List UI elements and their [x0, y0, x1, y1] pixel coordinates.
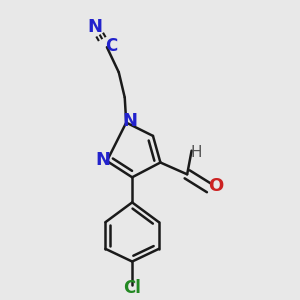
Text: N: N	[95, 151, 110, 169]
Text: C: C	[105, 37, 118, 55]
Text: N: N	[122, 112, 137, 130]
Text: Cl: Cl	[123, 278, 141, 296]
Text: N: N	[88, 17, 103, 35]
Text: H: H	[190, 145, 202, 160]
Text: O: O	[208, 177, 223, 195]
